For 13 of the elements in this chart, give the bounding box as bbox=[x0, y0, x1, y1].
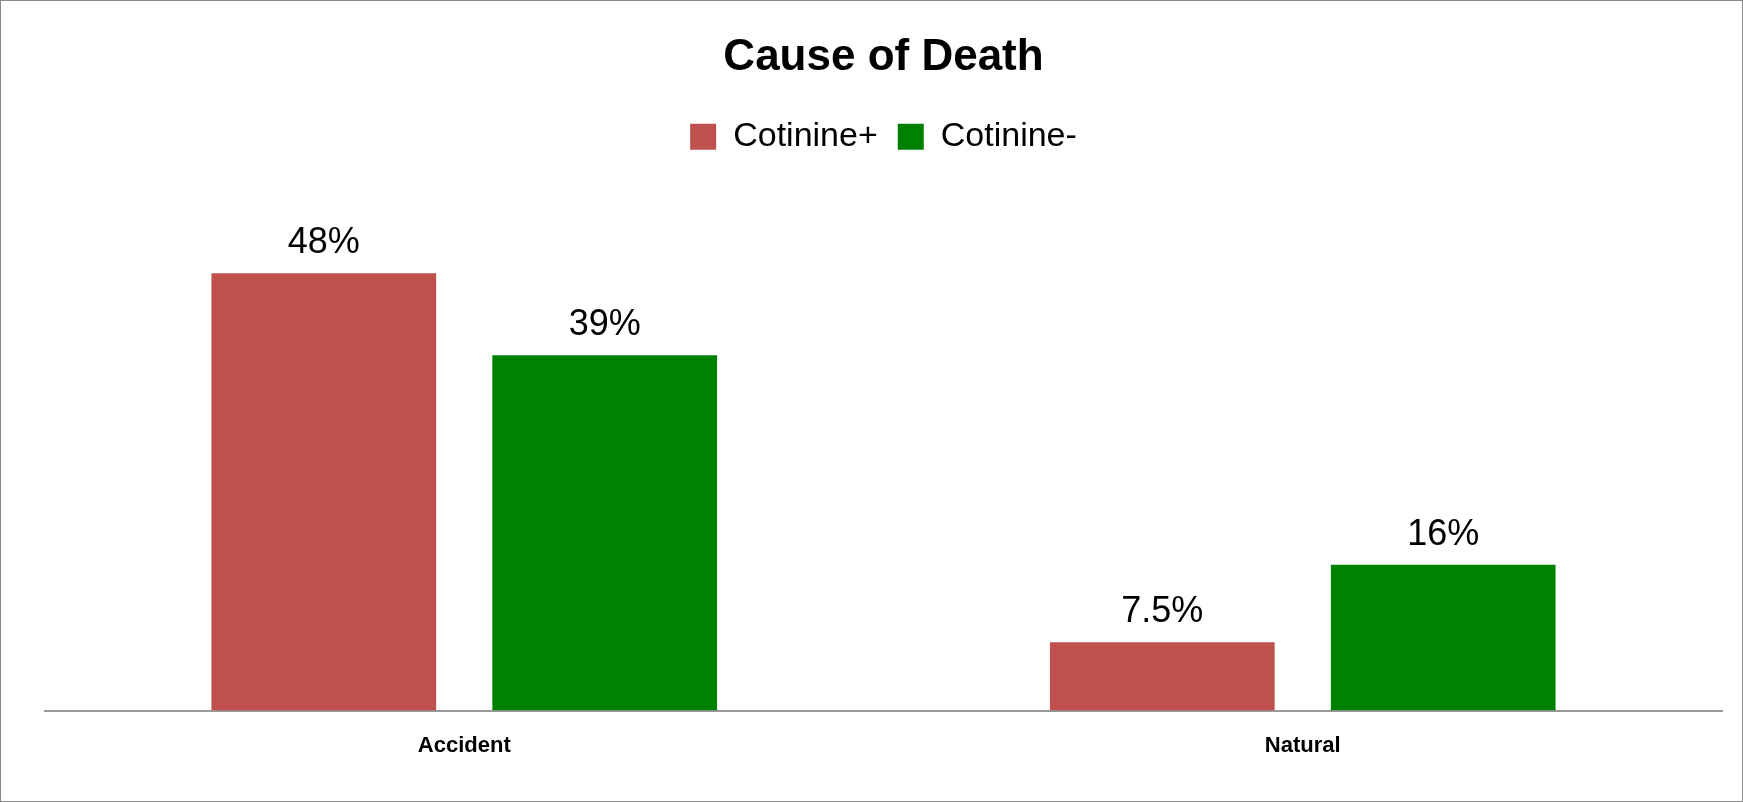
bar bbox=[211, 273, 437, 711]
legend-label: Cotinine- bbox=[940, 115, 1077, 154]
chart-title: Cause of Death bbox=[723, 29, 1044, 79]
data-label: 48% bbox=[287, 220, 360, 262]
data-label: 7.5% bbox=[1121, 589, 1204, 631]
bar bbox=[1330, 564, 1556, 711]
data-label: 39% bbox=[568, 302, 641, 344]
x-tick-label: Accident bbox=[417, 731, 512, 757]
bar bbox=[1049, 642, 1275, 711]
data-label: 16% bbox=[1407, 511, 1480, 553]
bar bbox=[492, 355, 718, 711]
x-tick-label: Natural bbox=[1264, 731, 1341, 757]
legend-label: Cotinine+ bbox=[733, 115, 878, 154]
